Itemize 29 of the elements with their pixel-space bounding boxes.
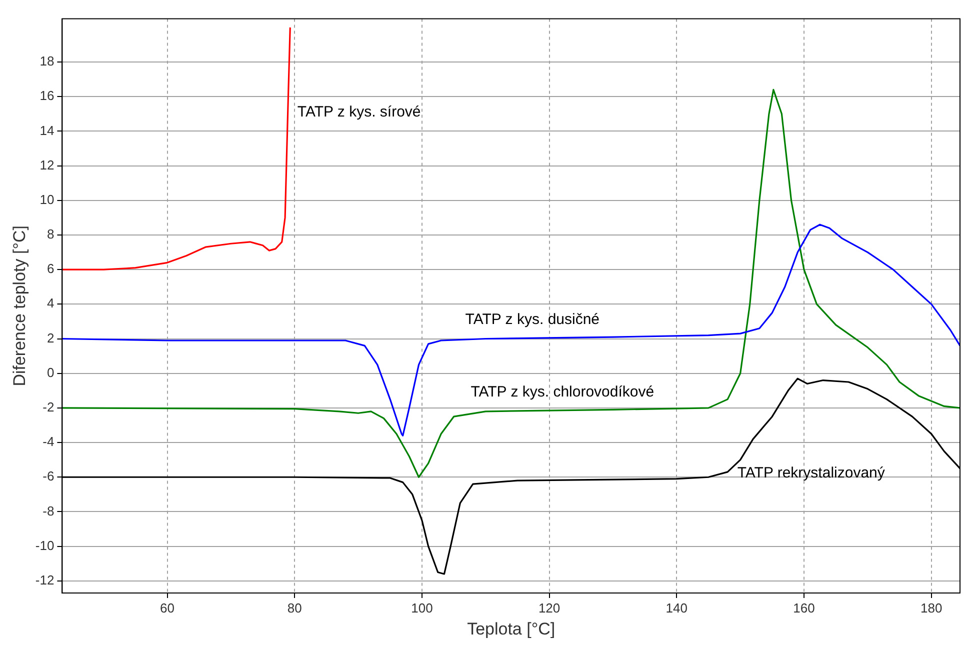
y-tick-label: 12 — [40, 157, 54, 172]
y-tick-label: 16 — [40, 88, 54, 104]
y-tick-label: 0 — [46, 364, 54, 380]
x-axis-title: Teplota [°C] — [467, 619, 556, 638]
x-tick-label: 140 — [666, 600, 688, 616]
y-tick-label: -4 — [42, 434, 54, 450]
y-tick-label: -2 — [42, 400, 54, 415]
series-label: TATP rekrystalizovaný — [737, 464, 886, 482]
series-label: TATP z kys. sírové — [297, 104, 421, 121]
x-tick-label: 120 — [538, 600, 560, 616]
y-tick-label: 2 — [46, 330, 54, 346]
y-tick-label: 10 — [40, 192, 54, 207]
y-tick-label: -12 — [35, 572, 54, 588]
y-tick-label: -8 — [42, 503, 54, 518]
y-tick-label: 18 — [40, 54, 54, 69]
y-tick-label: -6 — [42, 468, 54, 484]
y-tick-label: 14 — [40, 122, 54, 138]
x-tick-label: 100 — [411, 600, 433, 616]
y-tick-label: -10 — [35, 538, 54, 553]
y-tick-label: 8 — [46, 226, 54, 242]
series-label: TATP z kys. dusičné — [465, 310, 600, 328]
x-tick-label: 60 — [160, 600, 174, 616]
x-tick-label: 80 — [287, 600, 302, 616]
y-tick-label: 6 — [46, 261, 54, 276]
y-tick-label: 4 — [46, 296, 54, 311]
x-tick-label: 180 — [920, 600, 942, 616]
series-label: TATP z kys. chlorovodíkové — [470, 384, 654, 401]
y-axis-title: Diference teploty [°C] — [10, 225, 29, 386]
x-tick-label: 160 — [793, 600, 815, 616]
